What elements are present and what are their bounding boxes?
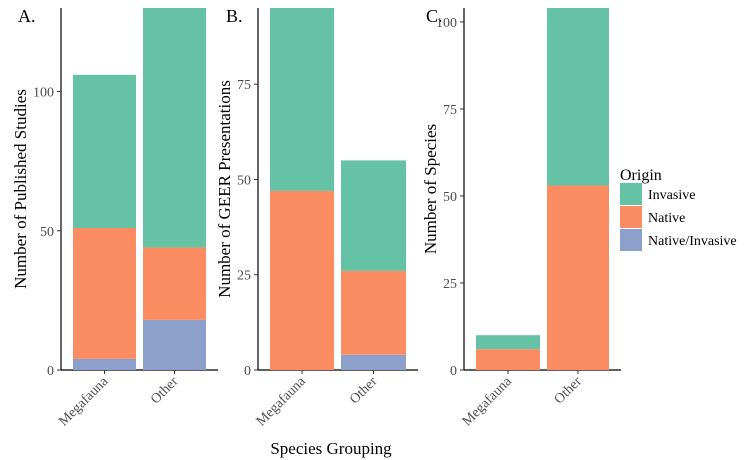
bar-other-native <box>547 185 609 370</box>
bar-other-invasive <box>547 8 609 186</box>
bar-megafauna-native-invasive <box>73 358 136 370</box>
y-tick-label: 100 <box>436 16 457 31</box>
panel-c: C. Number of Species 0 25 50 75 100 Megafauna Ot… <box>421 6 621 429</box>
y-tick-label: 0 <box>450 364 457 379</box>
legend-label: Native <box>648 211 685 226</box>
legend-swatch <box>620 183 642 205</box>
bar-megafauna-native <box>270 190 334 370</box>
y-tick-label: 0 <box>47 364 54 379</box>
y-axis-title: Number of GEER Presentations <box>215 80 234 298</box>
x-tick-label: Megafauna <box>56 374 112 430</box>
y-tick-label: 50 <box>40 225 54 240</box>
x-tick-label: Megafauna <box>254 374 310 430</box>
legend-swatch <box>620 229 642 251</box>
bar-other-native <box>341 270 406 355</box>
x-tick-label: Other <box>148 374 181 407</box>
y-tick-label: 0 <box>244 364 251 379</box>
bar-other-native-invasive <box>341 354 406 370</box>
x-tick-label: Other <box>347 374 380 407</box>
panel-label: B. <box>226 6 243 26</box>
y-tick-label: 100 <box>33 86 54 101</box>
bar-other-native <box>143 247 206 320</box>
y-tick-label: 75 <box>443 103 457 118</box>
y-tick-label: 75 <box>237 78 251 93</box>
bar-megafauna-invasive <box>270 8 334 191</box>
bar-other-invasive <box>143 8 206 248</box>
x-tick-label: Megafauna <box>460 374 516 430</box>
legend-label: Native/Invasive <box>648 234 737 249</box>
panel-b: B. Number of GEER Presentations 0 25 50 75 Meg… <box>215 6 418 429</box>
legend: Origin Invasive Native Native/Invasive <box>620 167 737 251</box>
bar-megafauna-invasive <box>73 74 136 228</box>
bar-other-invasive <box>341 160 406 271</box>
legend-title: Origin <box>620 167 662 184</box>
panels: A. Number of Published Studies 0 50 100 Megaf… <box>11 6 621 429</box>
bar-megafauna-native <box>476 349 540 370</box>
x-tick-label: Other <box>552 374 585 407</box>
panel-a: A. Number of Published Studies 0 50 100 Megaf… <box>11 6 218 429</box>
legend-label: Invasive <box>648 188 695 203</box>
y-tick-label: 25 <box>237 269 251 284</box>
panel-label: A. <box>18 6 36 26</box>
y-axis-title: Number of Species <box>421 124 440 254</box>
panel-label: C. <box>426 6 443 26</box>
bar-megafauna-invasive <box>476 335 540 350</box>
y-axis-title: Number of Published Studies <box>11 89 30 289</box>
bar-megafauna-native <box>73 227 136 359</box>
shared-x-axis-title: Species Grouping <box>270 439 392 458</box>
y-tick-label: 25 <box>443 277 457 292</box>
y-tick-label: 50 <box>237 173 251 188</box>
y-tick-label: 50 <box>443 190 457 205</box>
legend-swatch <box>620 206 642 228</box>
bar-other-native-invasive <box>143 319 206 370</box>
